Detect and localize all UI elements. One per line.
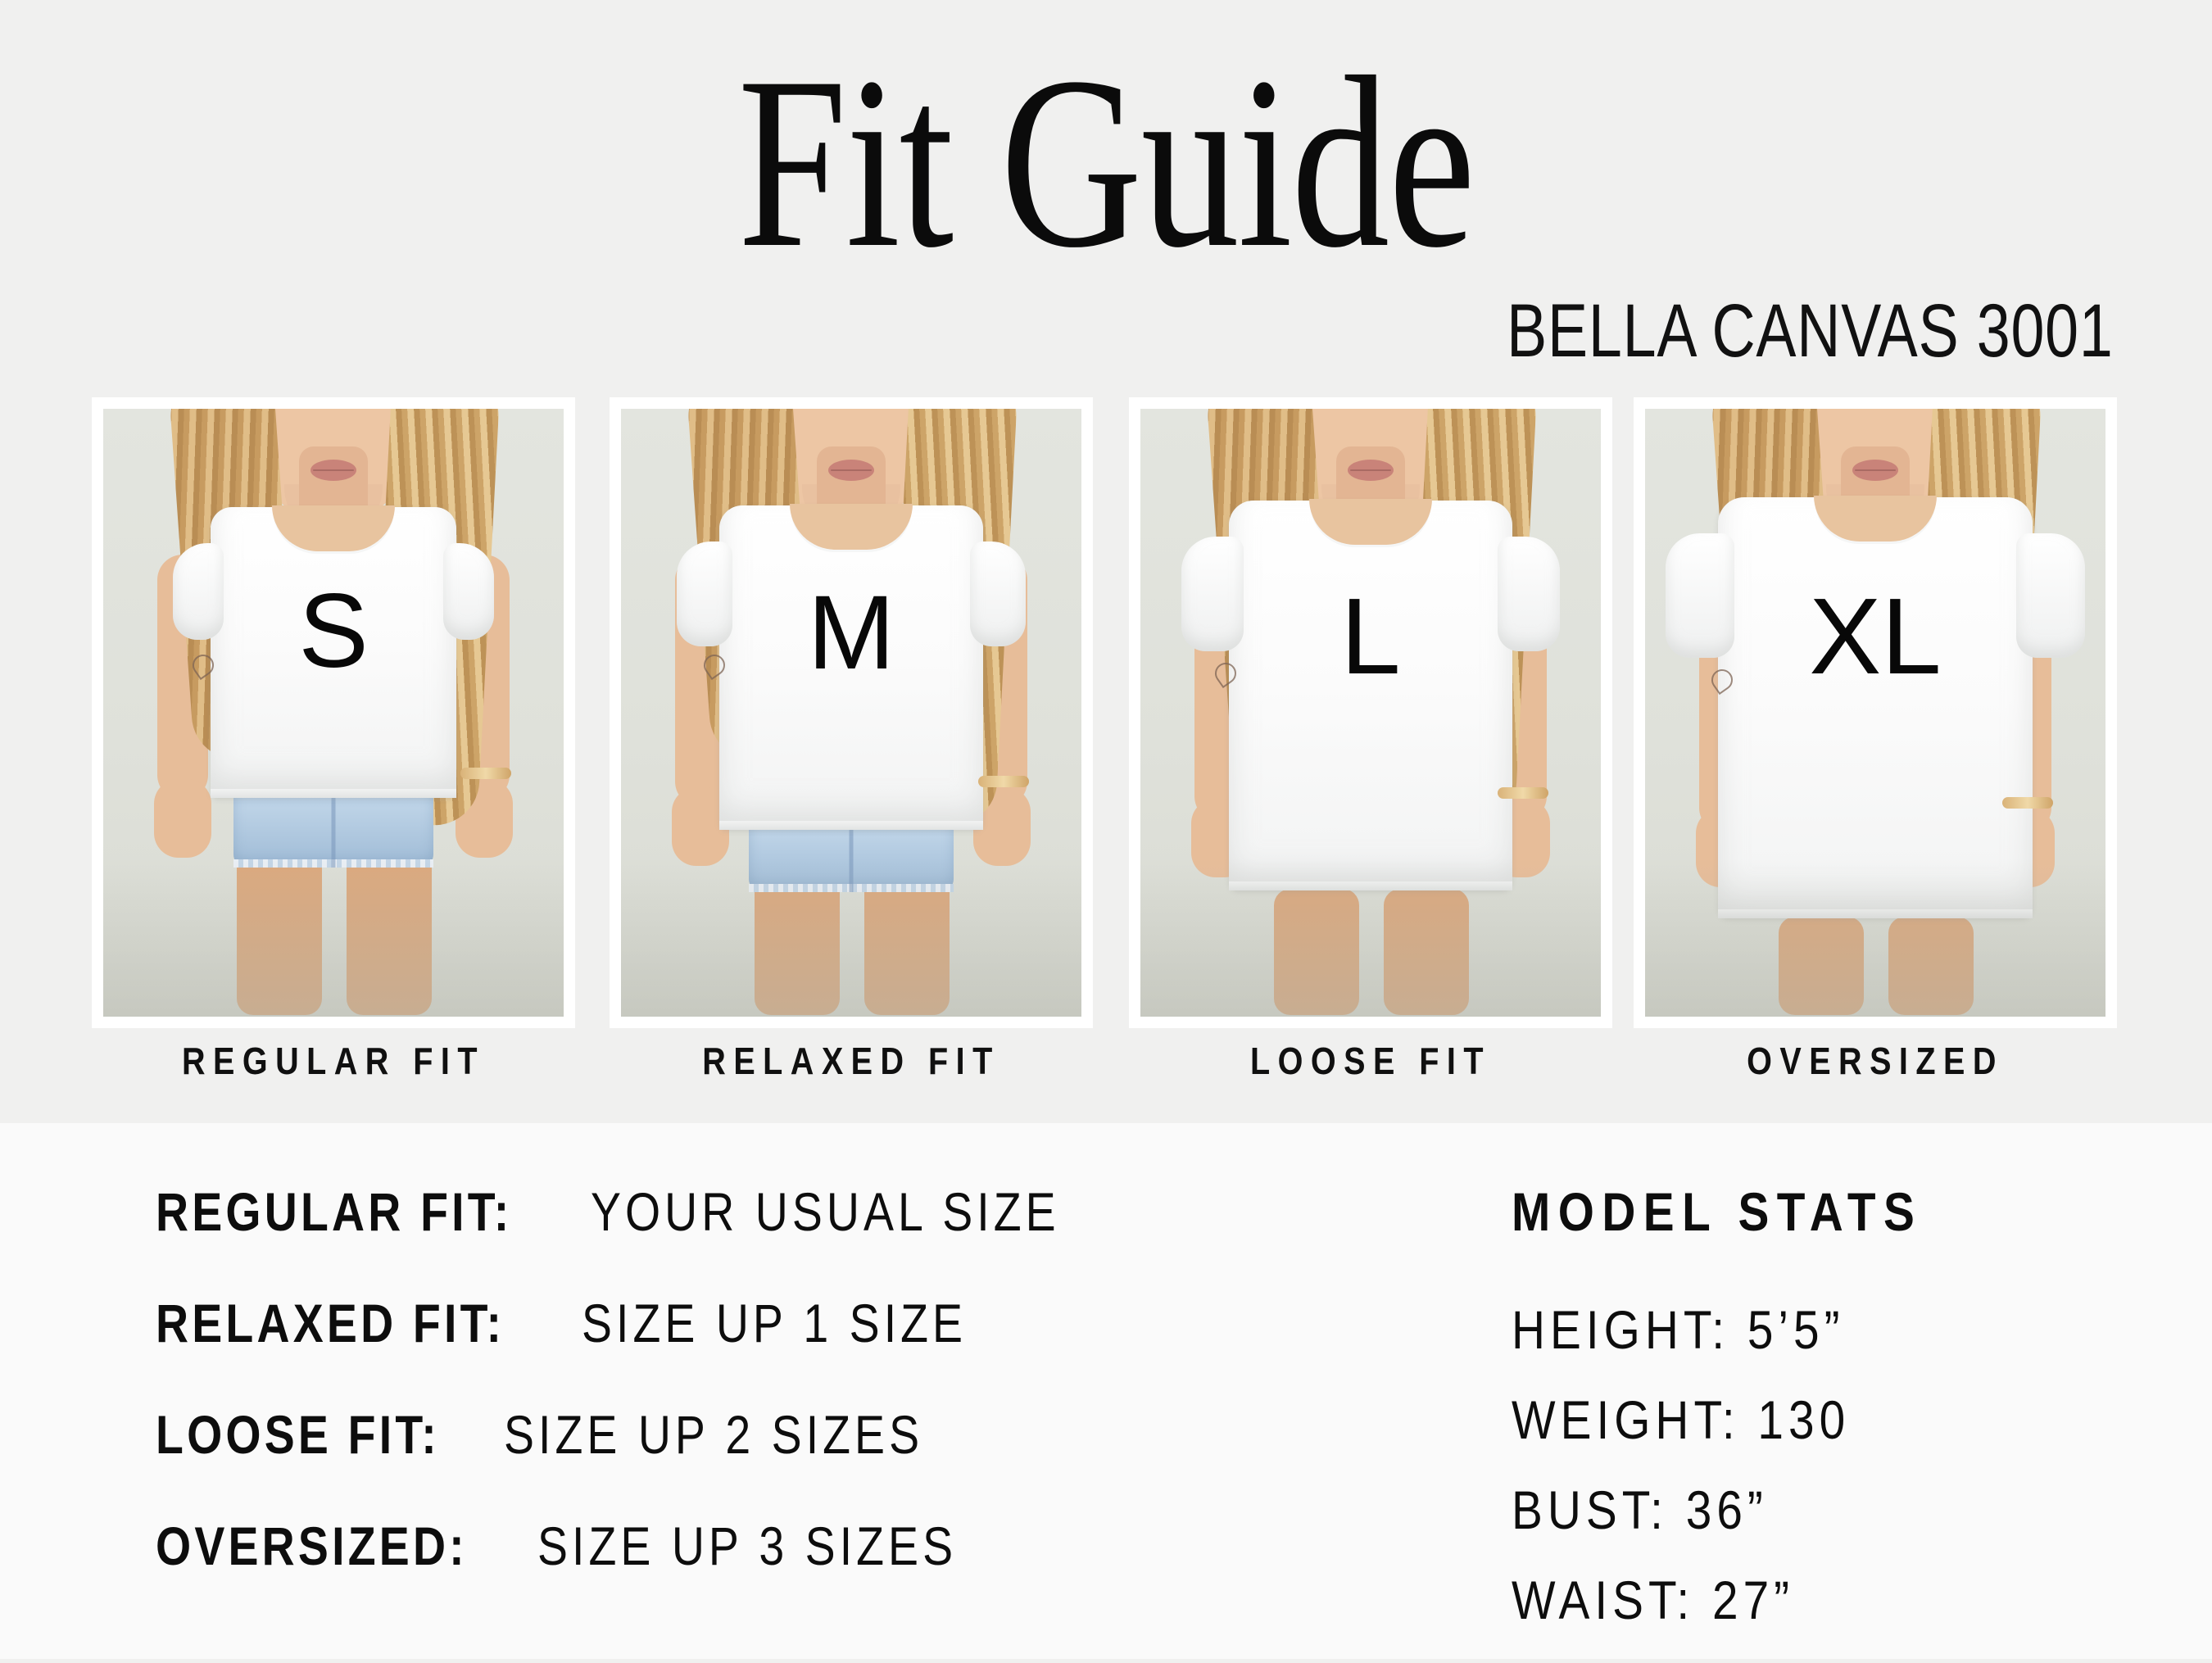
model-photo-xl: XL [1645, 409, 2105, 1017]
model-leg-right [864, 851, 950, 1015]
model-lip-line [1855, 469, 1896, 471]
shirt-hem [719, 821, 983, 830]
model-leg-left [1779, 917, 1864, 1015]
stat-height: HEIGHT: 5’5” [1512, 1299, 1845, 1360]
size-letter-s: S [298, 573, 369, 690]
fit-value-oversized: SIZE UP 3 SIZES [537, 1516, 957, 1576]
shirt-hem [211, 789, 456, 798]
fit-label-oversized: OVERSIZED: [156, 1516, 468, 1576]
fit-value-relaxed: SIZE UP 1 SIZE [581, 1293, 967, 1353]
caption-relaxed-fit: RELAXED FIT [702, 1040, 1000, 1082]
model-figure: XL [1645, 409, 2105, 1017]
bottom-background-band [0, 1123, 2212, 1659]
stat-weight: WEIGHT: 130 [1512, 1389, 1851, 1450]
model-bracelet [1498, 787, 1548, 799]
shirt-hem [1229, 881, 1512, 890]
product-subtitle: BELLA CANVAS 3001 [1507, 289, 2114, 373]
size-letter-m: M [807, 574, 895, 691]
model-lip-line [1350, 469, 1391, 471]
stat-bust: BUST: 36” [1512, 1479, 1768, 1540]
model-hand-left [154, 779, 211, 858]
model-lip-line [831, 469, 872, 471]
caption-regular-fit: REGULAR FIT [182, 1040, 485, 1082]
fit-label-loose: LOOSE FIT: [156, 1404, 440, 1465]
shorts-hem [233, 859, 433, 868]
shirt-sleeve-left [1181, 537, 1244, 651]
fit-row-loose: LOOSE FIT: SIZE UP 2 SIZES [156, 1407, 1303, 1461]
fit-value-loose: SIZE UP 2 SIZES [504, 1404, 924, 1465]
model-photo-m: M [621, 409, 1081, 1017]
model-leg-right [1888, 917, 1974, 1015]
model-stats-title: MODEL STATS [1512, 1181, 1923, 1242]
fit-guide-list: REGULAR FIT: YOUR USUAL SIZE RELAXED FIT… [156, 1185, 1303, 1630]
info-section: REGULAR FIT: YOUR USUAL SIZE RELAXED FIT… [0, 1163, 2212, 1655]
fit-photo-panel-s[interactable]: S [92, 397, 575, 1028]
model-photo-s: S [103, 409, 564, 1017]
stat-waist: WAIST: 27” [1512, 1570, 1795, 1630]
model-leg-left [1274, 889, 1359, 1015]
model-figure: S [103, 409, 564, 1017]
page-title: Fit Guide [737, 26, 1476, 298]
shirt-sleeve-left [677, 541, 732, 646]
fit-photo-panel-l[interactable]: L [1129, 397, 1612, 1028]
fit-row-relaxed: RELAXED FIT: SIZE UP 1 SIZE [156, 1296, 1303, 1350]
fit-row-oversized: OVERSIZED: SIZE UP 3 SIZES [156, 1519, 1303, 1573]
caption-loose-fit: LOOSE FIT [1250, 1040, 1491, 1082]
model-bracelet [460, 768, 511, 779]
fit-value-regular: YOUR USUAL SIZE [590, 1181, 1060, 1242]
model-figure: L [1140, 409, 1601, 1017]
size-letter-l: L [1340, 576, 1401, 696]
photo-strip: S [0, 397, 2212, 1028]
shorts-hem [749, 884, 954, 892]
fit-label-regular: REGULAR FIT: [156, 1181, 513, 1242]
model-stats-block: MODEL STATS HEIGHT: 5’5” WEIGHT: 130 BUS… [1512, 1185, 2167, 1663]
model-photo-l: L [1140, 409, 1601, 1017]
caption-row: REGULAR FIT RELAXED FIT LOOSE FIT OVERSI… [0, 1042, 2212, 1116]
tshirt-m: M [677, 504, 1026, 830]
header: Fit Guide BELLA CANVAS 3001 [0, 0, 2212, 385]
model-bracelet [2002, 797, 2053, 809]
shirt-sleeve-right [2016, 533, 2085, 658]
shirt-sleeve-left [1666, 533, 1734, 658]
tshirt-l: L [1181, 499, 1560, 890]
shirt-sleeve-right [970, 541, 1026, 646]
shirt-sleeve-right [1498, 537, 1560, 651]
model-lip-line [313, 469, 354, 471]
shirt-hem [1718, 909, 2033, 918]
shirt-collar [272, 505, 395, 551]
model-bracelet [978, 776, 1029, 787]
fit-label-relaxed: RELAXED FIT: [156, 1293, 505, 1353]
shirt-collar [1814, 496, 1937, 541]
shirt-sleeve-right [443, 543, 494, 640]
model-figure: M [621, 409, 1081, 1017]
model-leg-right [1384, 889, 1469, 1015]
size-letter-xl: XL [1809, 576, 1942, 696]
fit-photo-panel-m[interactable]: M [610, 397, 1093, 1028]
caption-oversized: OVERSIZED [1747, 1040, 2004, 1082]
model-leg-left [755, 851, 840, 1015]
fit-row-regular: REGULAR FIT: YOUR USUAL SIZE [156, 1185, 1303, 1239]
shirt-collar [1309, 499, 1432, 545]
fit-photo-panel-xl[interactable]: XL [1634, 397, 2117, 1028]
tshirt-xl: XL [1666, 496, 2085, 918]
shirt-collar [790, 504, 913, 550]
shirt-sleeve-left [173, 543, 224, 640]
tshirt-s: S [173, 505, 494, 798]
